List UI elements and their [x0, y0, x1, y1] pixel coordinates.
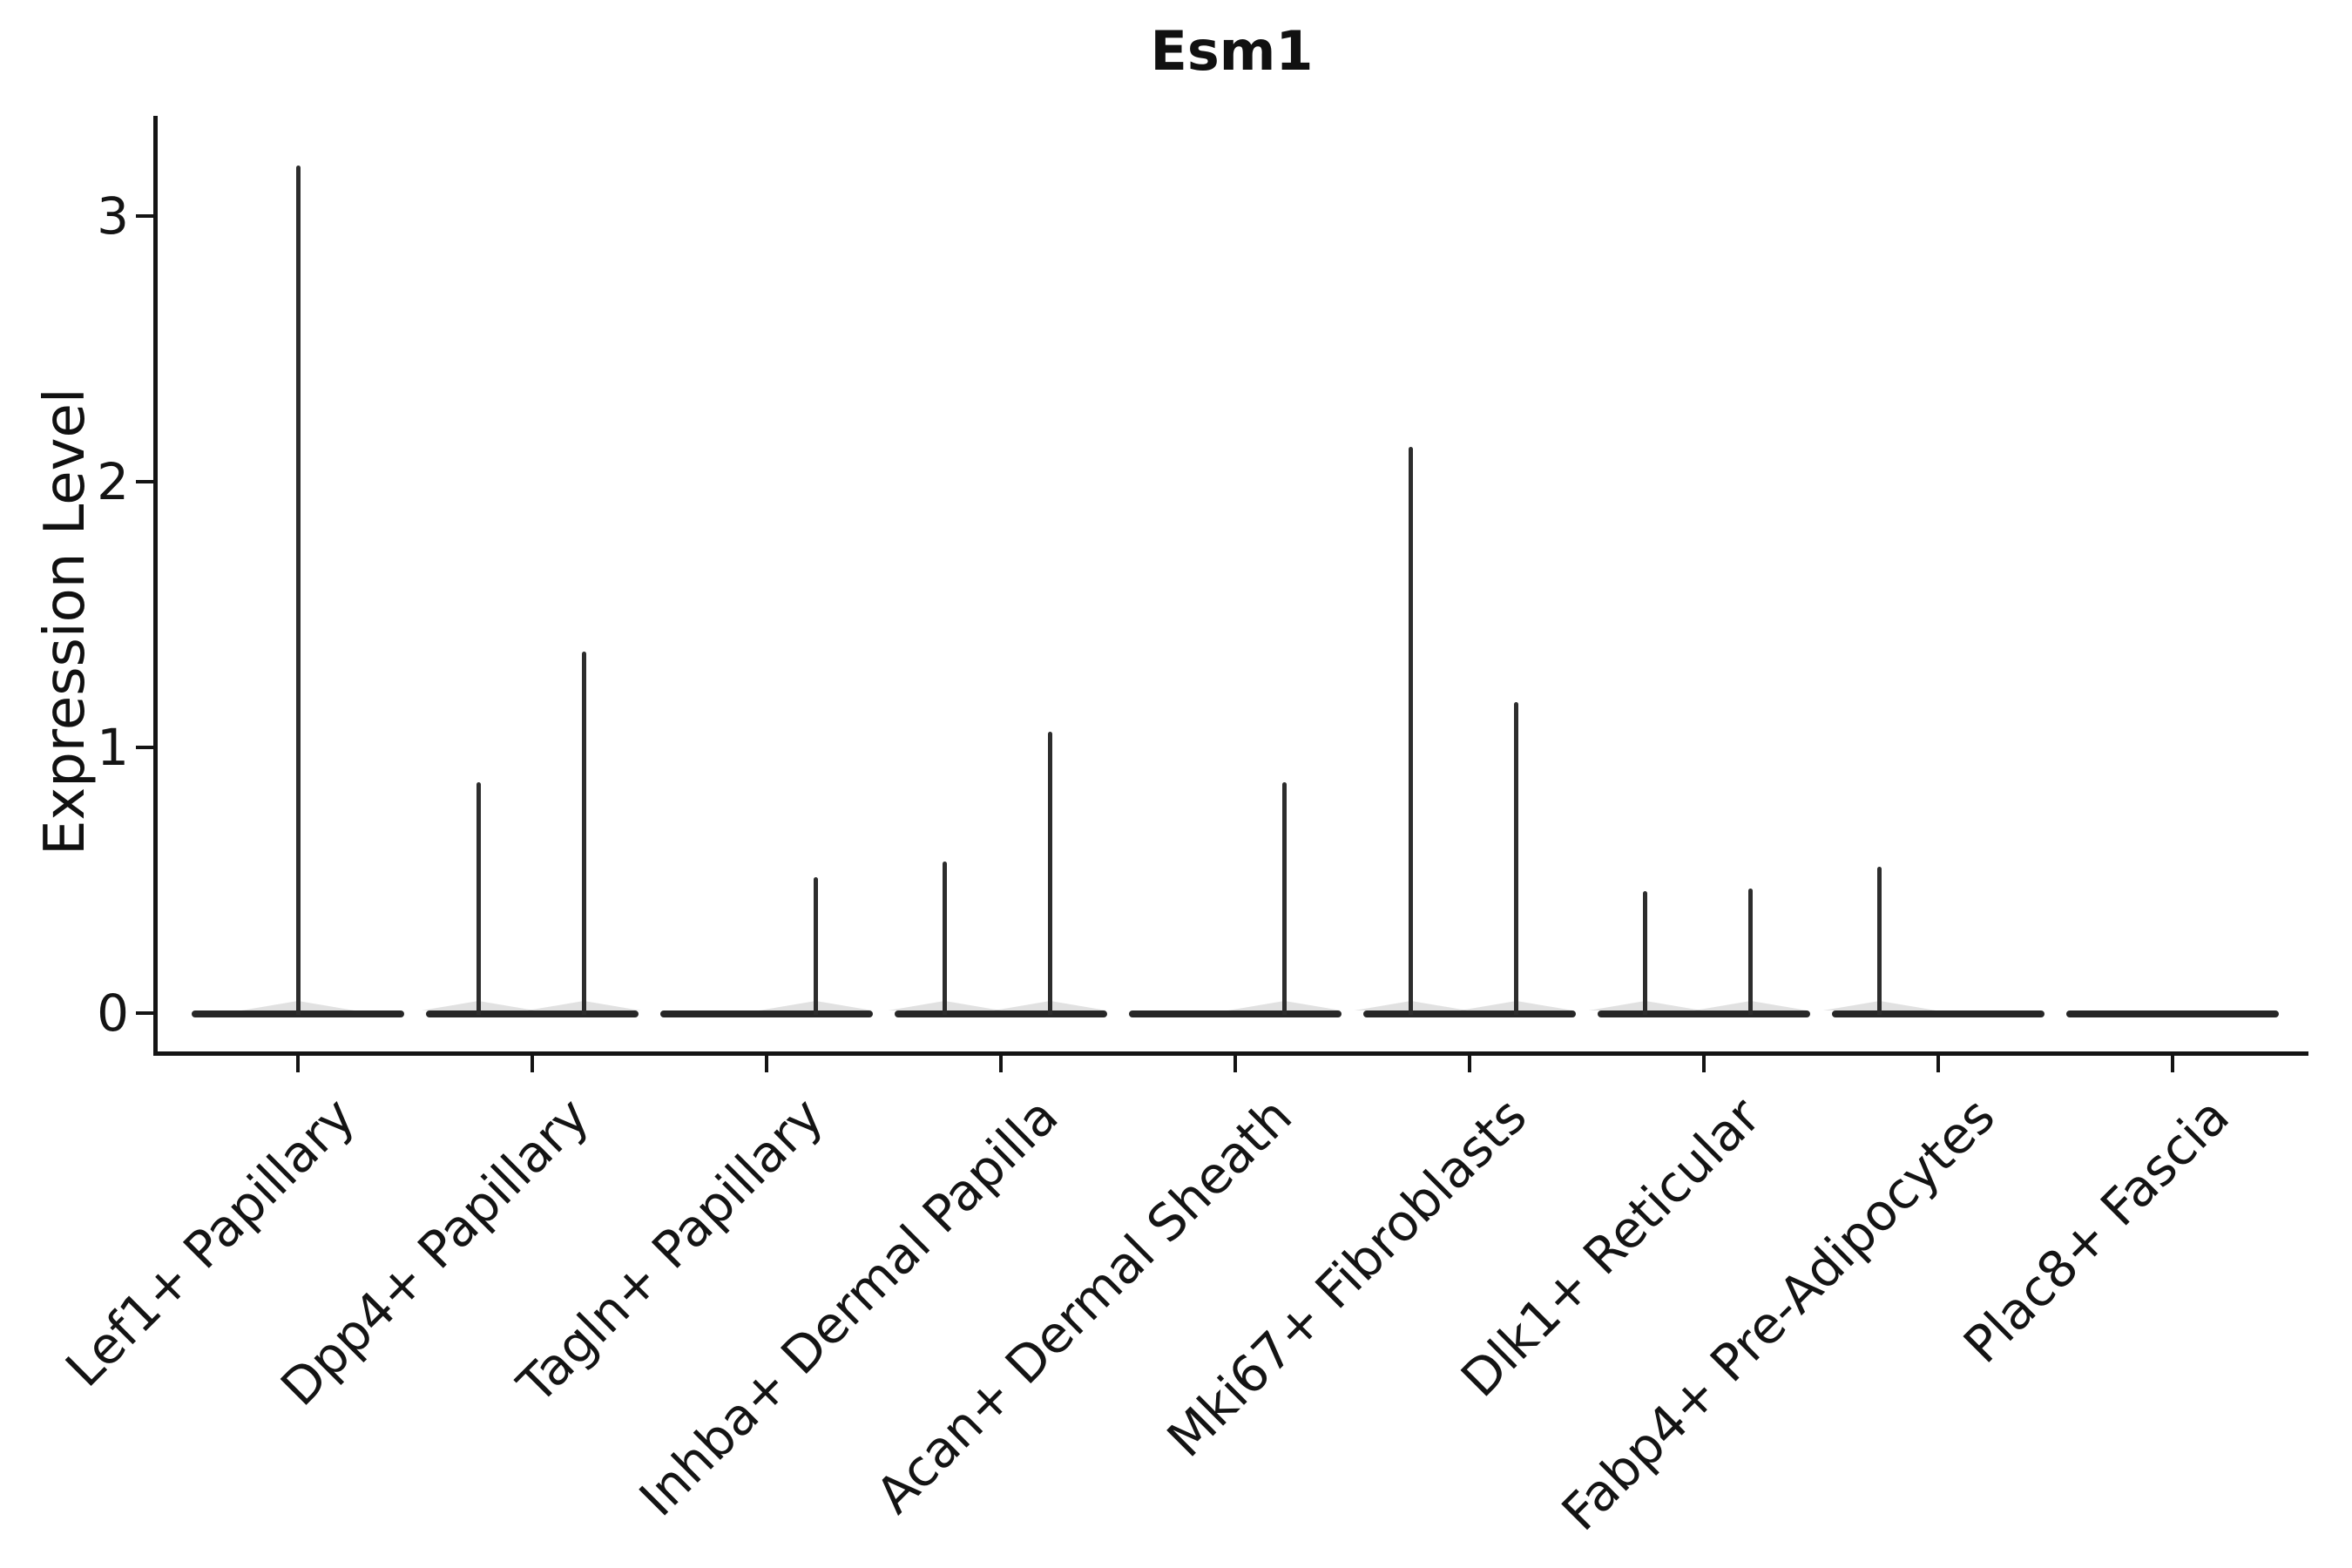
violin-spike	[1643, 890, 1648, 1015]
x-tick-label: Inhba+ Dermal Papilla	[627, 1086, 1070, 1528]
y-tick-label: 3	[97, 186, 129, 246]
y-tick-label: 2	[97, 452, 129, 511]
x-axis-spine	[153, 1051, 2308, 1056]
x-tick-label: Acan+ Dermal Sheath	[864, 1086, 1304, 1525]
y-tick	[136, 1011, 155, 1015]
x-tick-label: Fabp4+ Pre-Adipocytes	[1550, 1086, 2007, 1543]
x-tick	[531, 1055, 534, 1072]
x-tick	[999, 1055, 1003, 1072]
violin-body	[2066, 1010, 2279, 1017]
violin-body	[426, 1010, 639, 1017]
y-tick	[136, 746, 155, 749]
violin-body	[1129, 1010, 1342, 1017]
x-tick	[765, 1055, 768, 1072]
y-tick-label: 1	[97, 718, 129, 777]
violin-body	[660, 1010, 873, 1017]
violin-spike	[1281, 781, 1287, 1015]
violin-body	[1832, 1010, 2044, 1017]
x-tick	[1702, 1055, 1706, 1072]
violin-spike	[1748, 888, 1754, 1015]
violin-spike	[1514, 702, 1519, 1015]
violin-spike	[1877, 867, 1882, 1015]
x-tick	[1233, 1055, 1237, 1072]
violin-spike	[1409, 447, 1414, 1015]
x-tick	[1936, 1055, 1940, 1072]
violin-spike	[942, 862, 947, 1015]
violin-spike	[1047, 731, 1052, 1015]
violin-body	[1363, 1010, 1576, 1017]
violin-spike	[476, 781, 481, 1015]
violin-spike	[581, 652, 586, 1015]
violin-spike	[813, 877, 818, 1015]
y-tick	[136, 214, 155, 218]
x-tick	[1468, 1055, 1471, 1072]
violin-body	[895, 1010, 1107, 1017]
x-tick	[296, 1055, 300, 1072]
x-tick	[2171, 1055, 2174, 1072]
violin-spike	[295, 166, 301, 1015]
chart-title: Esm1	[1150, 19, 1314, 83]
y-axis-spine	[153, 116, 158, 1056]
y-tick-label: 0	[97, 983, 129, 1043]
y-tick	[136, 480, 155, 483]
violin-body	[1598, 1010, 1810, 1017]
